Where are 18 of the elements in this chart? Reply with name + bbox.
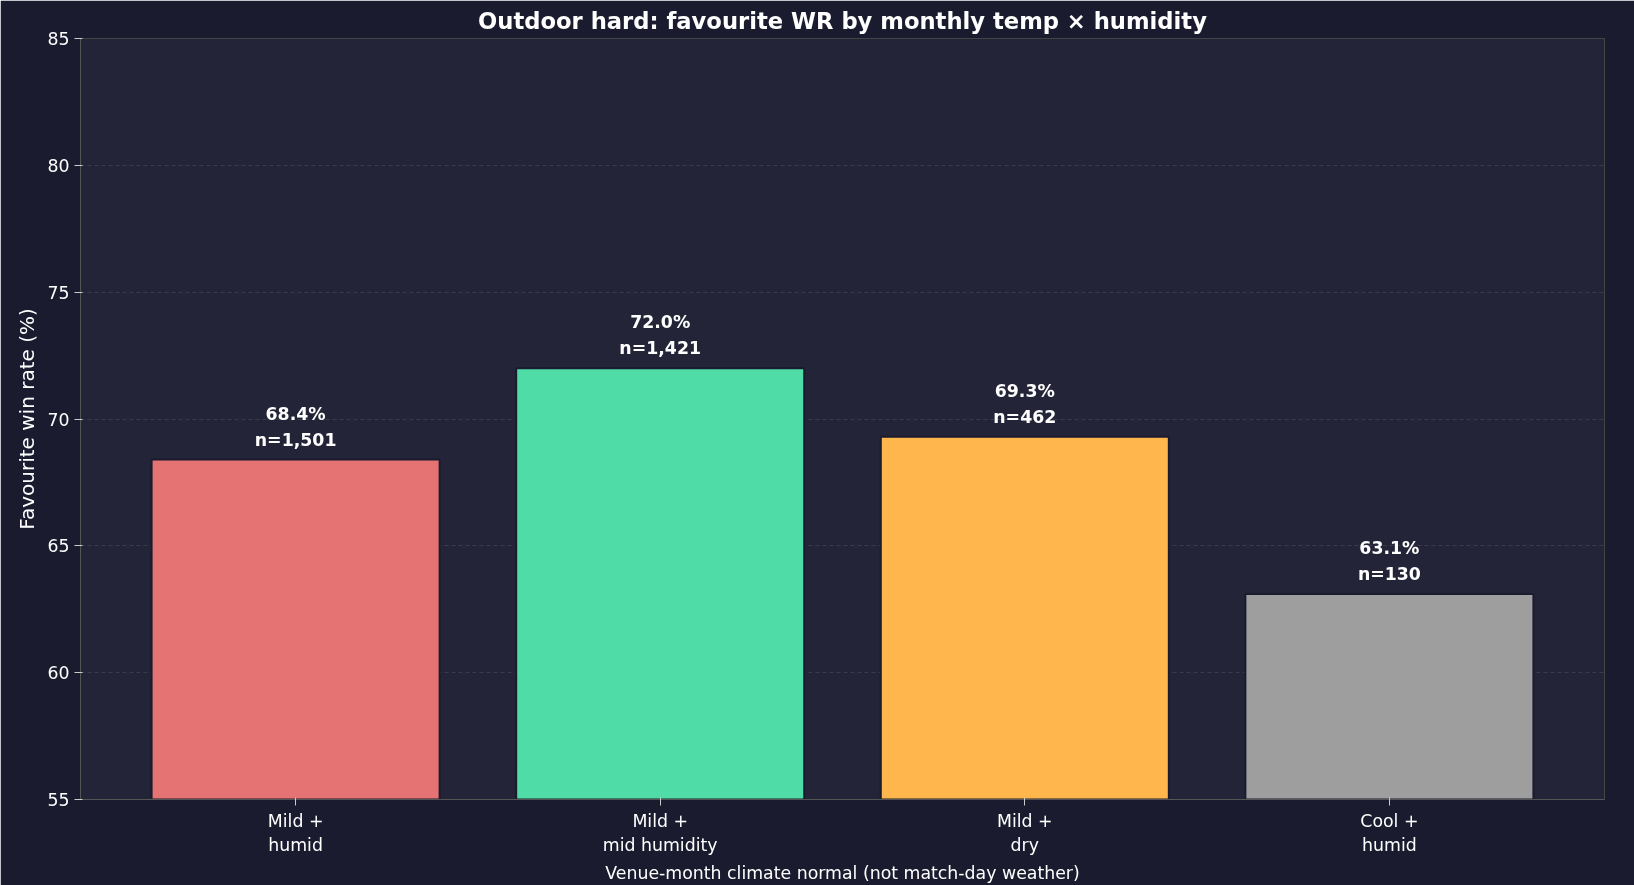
y-tick-label: 65	[47, 536, 70, 557]
y-tick-label: 60	[47, 663, 70, 684]
x-tick-label: Cool + humid	[1360, 810, 1419, 855]
y-tick-label: 55	[47, 790, 70, 810]
y-tick-label: 85	[47, 29, 70, 49]
x-tick-label: Mild + mid humidity	[602, 810, 718, 855]
x-axis-title: Venue-month climate normal (not match-day weather)	[605, 862, 1080, 883]
y-axis-title: Favourite win rate (%)	[15, 308, 40, 530]
y-tick-label: 70	[47, 409, 70, 430]
x-tick-label: Mild + humid	[267, 810, 324, 855]
data-label: 68.4% n=1,501	[254, 403, 337, 450]
y-tick-label: 80	[47, 155, 70, 176]
data-label: 72.0% n=1,421	[619, 312, 702, 359]
chart-title: Outdoor hard: favourite WR by monthly temp × humidity	[478, 7, 1208, 34]
data-label: 63.1% n=130	[1357, 538, 1421, 585]
x-tick-label: Mild + dry	[996, 810, 1053, 855]
y-tick-label: 75	[47, 282, 70, 303]
data-label: 69.3% n=462	[993, 380, 1057, 427]
